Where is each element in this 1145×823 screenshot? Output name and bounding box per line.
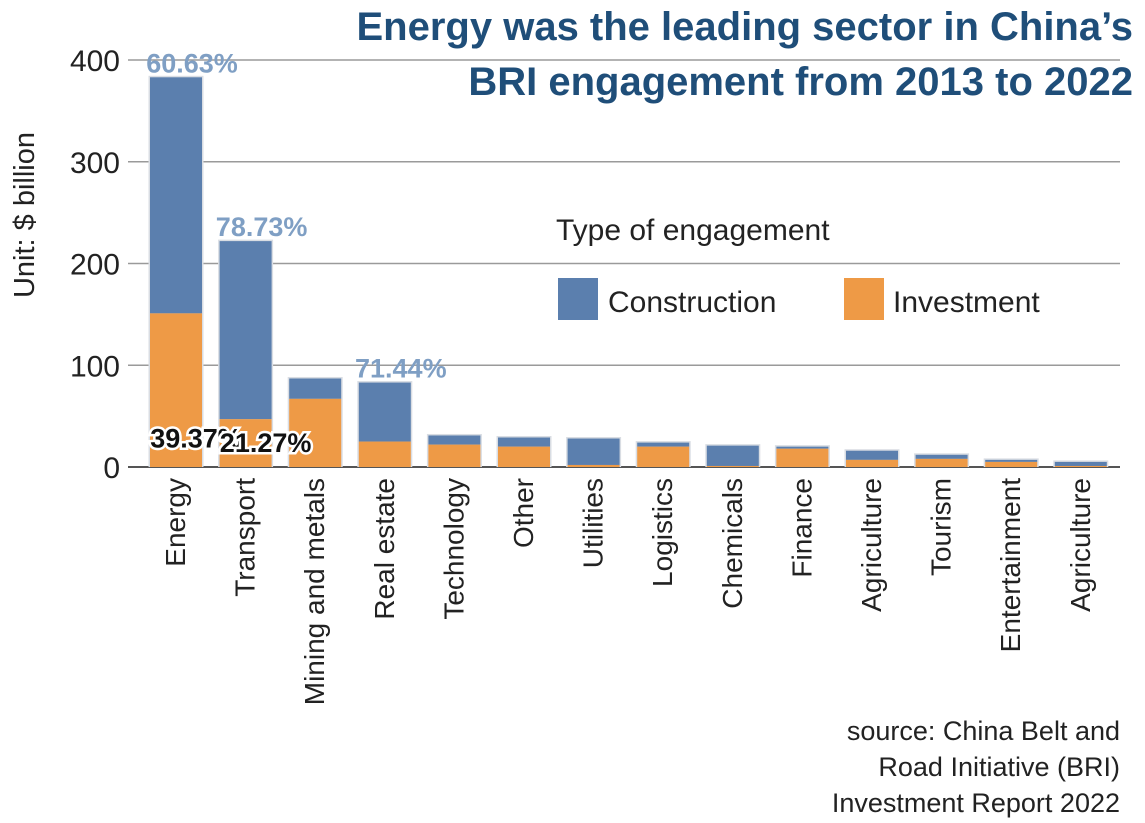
bar-construction <box>776 446 829 449</box>
bar-investment <box>567 464 620 467</box>
bar-investment <box>219 419 272 467</box>
x-category-label: Agriculture <box>1065 478 1096 612</box>
bar-construction <box>358 382 411 442</box>
x-category-label: Energy <box>160 478 191 567</box>
percentage-label: 21.27% <box>220 428 312 458</box>
bar-construction <box>428 435 481 445</box>
legend-label-investment: Investment <box>893 286 1040 319</box>
source-note: source: China Belt and Road Initiative (… <box>832 716 1120 818</box>
bar-investment <box>428 444 481 467</box>
bar-construction <box>219 241 272 420</box>
x-category-label: Tourism <box>926 478 957 576</box>
y-tick-label: 0 <box>103 452 120 485</box>
bar-investment <box>985 461 1038 467</box>
bar-construction <box>846 450 898 460</box>
bar-construction <box>706 445 759 466</box>
y-tick-label: 200 <box>70 249 120 282</box>
y-axis-label: Unit: $ billion <box>9 132 41 298</box>
bar-construction <box>498 437 550 447</box>
legend: Type of engagement Construction Investme… <box>556 214 1040 320</box>
legend-swatch-construction <box>558 278 598 320</box>
x-category-label: Utilities <box>578 478 609 568</box>
bars <box>148 75 1109 468</box>
y-axis-ticks: 0 100 200 300 400 <box>70 45 120 485</box>
bar-investment <box>776 448 829 467</box>
percentage-label: 71.44% <box>355 354 447 384</box>
bar-investment <box>358 441 411 467</box>
y-tick-label: 300 <box>70 147 120 180</box>
percentage-label: 39.37% <box>150 423 242 453</box>
bar-investment <box>706 465 759 467</box>
bar-construction <box>567 438 620 465</box>
percentage-label: 78.73% <box>216 212 308 242</box>
bar-investment <box>1054 465 1107 467</box>
source-line-2: Road Initiative (BRI) <box>878 752 1120 782</box>
chart-title: Energy was the leading sector in China’s… <box>356 5 1133 104</box>
bar-construction <box>1054 461 1107 466</box>
x-category-label: Transport <box>230 478 261 597</box>
bar-construction <box>289 378 342 399</box>
x-category-label: Entertainment <box>995 478 1026 653</box>
bar-investment <box>915 458 968 467</box>
bar-investment <box>289 398 342 467</box>
x-category-label: Logistics <box>647 478 678 587</box>
y-tick-label: 100 <box>70 350 120 383</box>
x-category-label: Real estate <box>369 478 400 620</box>
percentage-label: 60.63% <box>146 48 238 78</box>
y-tick-label: 400 <box>70 45 120 78</box>
bar-construction <box>150 77 202 314</box>
title-line-1: Energy was the leading sector in China’s <box>356 5 1133 49</box>
x-axis-categories: Energy Transport Mining and metals Real est… <box>160 478 1096 705</box>
x-category-label: Technology <box>438 478 469 620</box>
legend-label-construction: Construction <box>608 286 776 319</box>
x-category-label: Agriculture <box>856 478 887 612</box>
bar-construction <box>637 442 690 447</box>
bar-annotations: 60.63% 39.37% 78.73% 21.27% 71.44% <box>146 48 447 460</box>
bar-construction <box>985 459 1038 462</box>
x-category-label: Chemicals <box>717 478 748 609</box>
bar-investment <box>150 313 202 467</box>
x-category-label: Other <box>508 478 539 548</box>
bar-investment <box>637 446 690 467</box>
grid-lines <box>128 59 1120 468</box>
bar-investment <box>498 446 550 467</box>
source-line-1: source: China Belt and <box>847 716 1120 746</box>
title-line-2: BRI engagement from 2013 to 2022 <box>468 60 1133 104</box>
x-category-label: Finance <box>786 478 817 578</box>
x-category-label: Mining and metals <box>299 478 330 705</box>
source-line-3: Investment Report 2022 <box>832 788 1120 818</box>
bar-investment <box>846 459 898 467</box>
bar-construction <box>915 454 968 459</box>
legend-swatch-investment <box>844 278 884 320</box>
legend-title: Type of engagement <box>556 214 830 247</box>
